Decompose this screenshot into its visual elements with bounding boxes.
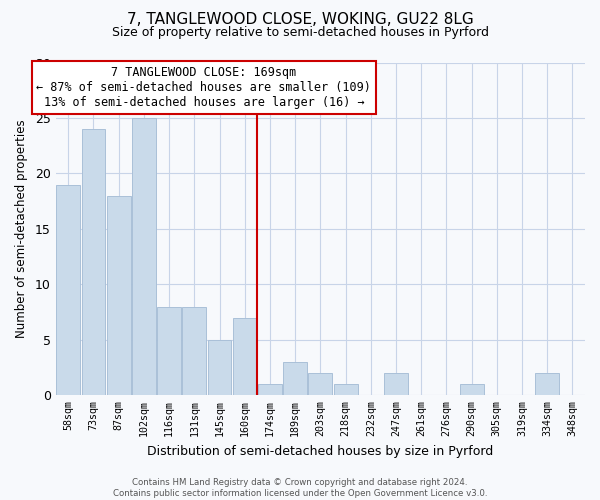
Text: 7, TANGLEWOOD CLOSE, WOKING, GU22 8LG: 7, TANGLEWOOD CLOSE, WOKING, GU22 8LG [127,12,473,28]
Bar [258,384,282,396]
Bar [308,373,332,396]
Bar [107,196,131,396]
Y-axis label: Number of semi-detached properties: Number of semi-detached properties [15,120,28,338]
Bar [182,306,206,396]
Text: Size of property relative to semi-detached houses in Pyrford: Size of property relative to semi-detach… [112,26,488,39]
Bar [384,373,408,396]
Bar [233,318,257,396]
Bar [535,373,559,396]
Text: Contains HM Land Registry data © Crown copyright and database right 2024.
Contai: Contains HM Land Registry data © Crown c… [113,478,487,498]
Text: 7 TANGLEWOOD CLOSE: 169sqm
← 87% of semi-detached houses are smaller (109)
13% o: 7 TANGLEWOOD CLOSE: 169sqm ← 87% of semi… [37,66,371,109]
Bar [132,118,156,396]
Bar [460,384,484,396]
Bar [208,340,232,396]
Bar [82,129,106,396]
Bar [157,306,181,396]
Bar [283,362,307,396]
X-axis label: Distribution of semi-detached houses by size in Pyrford: Distribution of semi-detached houses by … [147,444,493,458]
Bar [56,184,80,396]
Bar [334,384,358,396]
